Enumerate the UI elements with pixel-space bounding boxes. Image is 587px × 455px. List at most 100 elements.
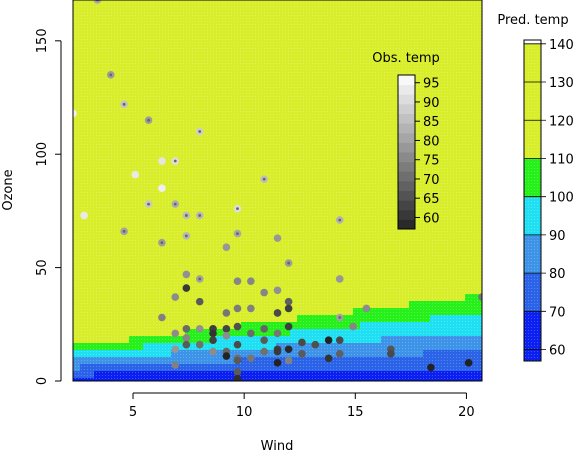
observation-point-texture <box>338 316 342 319</box>
observation-point <box>80 211 88 220</box>
observation-point <box>233 322 242 331</box>
observation-point <box>273 309 282 317</box>
x-axis-label: Wind <box>261 439 294 454</box>
colorbar-tick-label: 140 <box>549 38 574 53</box>
obs-legend-swatch <box>398 75 415 86</box>
observation-point-texture <box>147 202 150 206</box>
observation-point <box>247 277 255 286</box>
colorbar-texture <box>524 40 541 361</box>
y-tick-label: 150 <box>35 28 50 53</box>
observation-point <box>335 275 344 283</box>
observation-point <box>182 340 191 349</box>
observation-point <box>260 325 268 333</box>
observation-point-texture <box>236 207 239 211</box>
observation-point-texture <box>198 130 202 133</box>
obs-legend-swatch <box>398 132 415 143</box>
x-tick-label: 15 <box>347 405 364 420</box>
observation-point <box>284 356 293 365</box>
x-tick-label: 5 <box>129 405 137 420</box>
observation-point-texture <box>147 118 150 122</box>
observation-point <box>171 329 180 338</box>
observation-point <box>182 284 191 292</box>
obs-legend-swatch <box>398 180 415 191</box>
observation-point-texture <box>122 229 126 233</box>
observation-point <box>158 157 166 165</box>
observation-point <box>233 356 242 365</box>
obs-legend-swatch <box>398 94 415 105</box>
observation-point-texture <box>109 73 113 77</box>
plot-frame <box>72 0 483 382</box>
obs-legend-swatch <box>398 219 415 230</box>
obs-legend-tick-label: 60 <box>423 211 440 226</box>
observation-point <box>464 359 473 367</box>
obs-legend-tick-label: 70 <box>423 173 440 188</box>
observation-point <box>195 325 204 333</box>
observation-point <box>478 293 482 301</box>
colorbar-tick-label: 100 <box>549 191 574 206</box>
observation-point <box>222 331 231 340</box>
observation-point <box>273 286 282 295</box>
x-axis: 5 10 15 20 <box>129 392 475 420</box>
x-tick-label: 20 <box>458 405 475 420</box>
obs-legend-tick-label: 80 <box>423 134 440 149</box>
observation-point-texture <box>122 102 126 106</box>
y-tick-label: 50 <box>35 259 50 276</box>
obs-legend-swatch <box>398 161 415 172</box>
observation-point <box>349 322 357 331</box>
obs-legend-swatch <box>398 209 415 220</box>
observation-point <box>324 354 333 363</box>
y-axis-label: Ozone <box>1 169 16 210</box>
observation-point <box>222 309 231 317</box>
observation-point <box>93 0 102 4</box>
observation-point <box>273 359 282 367</box>
observation-point <box>182 270 191 279</box>
observation-point <box>233 368 242 376</box>
observation-point <box>335 349 344 358</box>
observation-point <box>362 304 371 313</box>
y-axis: 0 50 100 150 <box>35 28 62 385</box>
observation-point <box>171 345 180 354</box>
observation-point <box>298 349 306 358</box>
observation-point-texture <box>287 261 291 265</box>
observation-point-texture <box>173 159 177 163</box>
colorbar-tick-label: 110 <box>549 152 574 167</box>
colorbar-tick-label: 90 <box>549 229 566 244</box>
observation-point <box>284 297 293 306</box>
y-tick-label: 100 <box>35 142 50 167</box>
x-tick-label: 10 <box>236 405 253 420</box>
obs-legend-swatch <box>398 171 415 182</box>
observation-point <box>233 374 242 381</box>
observation-point <box>298 338 306 347</box>
observation-point-texture <box>262 177 266 181</box>
observation-point <box>158 313 166 322</box>
observation-point <box>209 329 217 338</box>
observation-points <box>73 0 482 381</box>
obs-legend-tick-label: 65 <box>423 192 440 207</box>
obs-legend-tick-label: 95 <box>423 77 440 92</box>
observation-point <box>158 184 166 193</box>
colorbar-tick-label: 60 <box>549 344 566 359</box>
observation-point <box>171 361 180 369</box>
observation-point <box>273 347 282 356</box>
observation-point <box>335 336 344 344</box>
obs-legend-swatch <box>398 113 415 124</box>
observation-point <box>247 329 255 338</box>
observation-point <box>284 322 293 331</box>
observation-point <box>73 109 77 118</box>
obs-temp-legend-title: Obs. temp <box>372 51 440 66</box>
observation-point <box>182 325 191 333</box>
observation-point <box>260 347 268 356</box>
observation-point <box>260 288 268 297</box>
observation-point <box>273 329 282 338</box>
observation-point <box>195 340 204 349</box>
colorbar-tick-label: 130 <box>549 76 574 91</box>
observation-point <box>247 304 255 313</box>
observation-point-texture <box>184 234 188 238</box>
observation-point <box>273 234 282 242</box>
obs-temp-legend: Obs. temp 60 65 70 75 80 85 90 95 <box>372 51 440 230</box>
obs-legend-tick-label: 90 <box>423 96 440 111</box>
colorbar-tick-label: 120 <box>549 114 574 129</box>
colorbar-frame <box>523 39 542 362</box>
observation-point-texture <box>236 232 239 235</box>
pred-temp-colorbar: Pred. temp 60 70 80 90 100 110 120 130 140 <box>497 13 574 362</box>
